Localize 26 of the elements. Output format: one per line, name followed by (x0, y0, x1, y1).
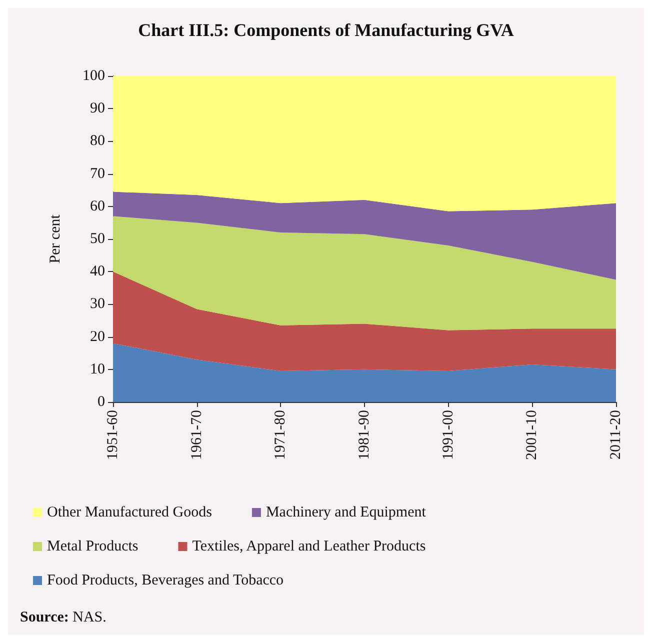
y-tick-label: 20 (90, 328, 105, 345)
x-tick-label: 2011-20 (608, 410, 624, 460)
y-axis-title: Per cent (48, 214, 64, 264)
x-tick-label: 1981-90 (356, 410, 372, 460)
x-tick-label: 1991-00 (440, 410, 456, 460)
y-tick-label: 80 (90, 133, 105, 150)
y-tick-label: 90 (90, 100, 105, 117)
y-tick-label: 100 (82, 68, 105, 84)
y-tick-label: 30 (90, 296, 105, 312)
x-tick-label: 1961-70 (188, 410, 205, 460)
legend-label: Other Manufactured Goods (47, 504, 212, 520)
legend-label: Food Products, Beverages and Tobacco (47, 572, 284, 588)
y-tick-label: 10 (90, 361, 105, 378)
y-tick-label: 0 (98, 394, 105, 410)
legend-label: Metal Products (47, 538, 138, 554)
legend-label: Textiles, Apparel and Leather Products (192, 538, 426, 554)
y-tick-label: 60 (90, 198, 105, 214)
y-tick-label: 40 (90, 264, 105, 280)
legend-label: Machinery and Equipment (266, 504, 427, 520)
y-tick-label: 70 (90, 166, 105, 182)
chart-title: Chart III.5: Components of Manufacturing GVA (138, 20, 514, 40)
x-tick-label: 1951-60 (105, 410, 121, 460)
x-tick-label: 1971-80 (272, 410, 289, 460)
source-note: Source: NAS. (20, 610, 106, 626)
y-tick-label: 50 (90, 231, 105, 247)
x-tick-label: 2001-10 (524, 410, 540, 460)
